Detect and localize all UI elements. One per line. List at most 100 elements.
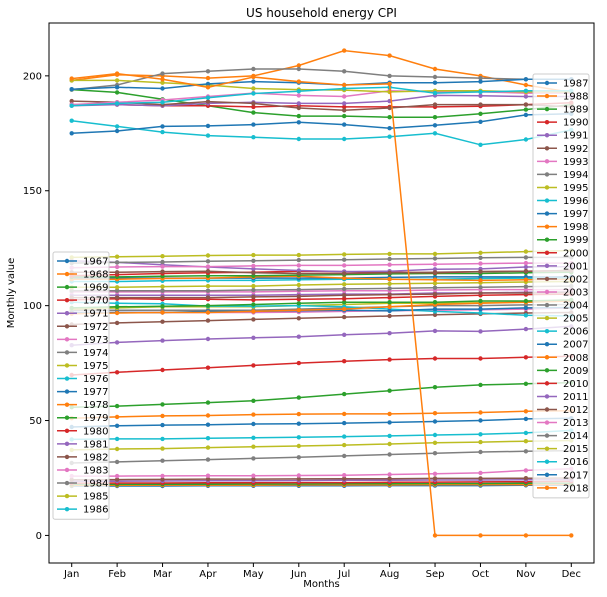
data-point — [387, 115, 392, 120]
data-point — [387, 126, 392, 131]
legend-label: 1998 — [563, 222, 588, 233]
data-point — [160, 319, 165, 324]
series-line — [71, 291, 572, 299]
data-point — [387, 331, 392, 336]
data-point — [205, 85, 211, 90]
data-point — [251, 74, 256, 80]
data-point — [296, 252, 301, 258]
series-line — [71, 355, 572, 376]
legend-label: 2014 — [563, 431, 588, 442]
legend-label: 1976 — [83, 374, 108, 385]
data-point — [296, 316, 301, 321]
data-point — [251, 476, 256, 482]
data-point — [114, 101, 120, 106]
legend-entry: 1975 — [57, 361, 108, 372]
data-point — [387, 472, 392, 477]
data-point — [387, 388, 392, 393]
legend-entry: 2018 — [537, 483, 588, 494]
x-tick-label: May — [243, 569, 264, 580]
series-line — [71, 100, 572, 112]
legend-entry: 2010 — [537, 379, 588, 390]
data-point — [387, 281, 392, 286]
legend-entry: 1991 — [537, 131, 588, 142]
legend-entry: 2016 — [537, 457, 588, 468]
chart-title: US household energy CPI — [246, 6, 397, 20]
data-point — [160, 100, 165, 105]
legend-label: 1969 — [83, 283, 108, 294]
data-point — [160, 446, 165, 451]
data-point — [114, 288, 120, 293]
data-point — [342, 257, 347, 262]
data-point — [251, 86, 256, 91]
series-line — [71, 277, 572, 283]
series-line — [71, 300, 572, 315]
legend-entry: 1969 — [57, 283, 108, 294]
series-1994 — [69, 283, 574, 293]
legend-label: 2008 — [563, 353, 588, 364]
data-point — [342, 300, 347, 305]
data-point — [296, 411, 301, 417]
y-tick-label: 0 — [36, 531, 42, 542]
data-point — [296, 287, 301, 292]
data-point — [296, 257, 301, 263]
series-line — [71, 483, 572, 487]
data-point — [251, 283, 256, 289]
data-point — [432, 328, 438, 334]
data-point — [523, 449, 529, 454]
series-line — [71, 449, 572, 464]
x-axis: Jan Feb Mar Apr May Jun Jul Aug Sep Oct Nov Dec — [63, 563, 581, 580]
data-point — [523, 468, 529, 473]
x-tick-label: Jan — [63, 569, 79, 580]
data-point — [432, 291, 438, 297]
x-tick-label: Apr — [199, 569, 217, 580]
data-point — [205, 259, 211, 264]
data-point — [478, 278, 483, 283]
data-point — [387, 300, 392, 305]
legend-entry: 1996 — [537, 196, 588, 207]
data-point — [523, 416, 529, 422]
data-point — [114, 446, 120, 452]
data-point — [251, 294, 256, 300]
legend-label: 2017 — [563, 470, 588, 481]
data-point — [205, 69, 211, 74]
data-point — [432, 533, 438, 538]
data-point — [205, 310, 211, 315]
data-point — [251, 412, 256, 417]
y-axis: 0 50 100 150 200 — [23, 71, 49, 542]
legend-label: 2018 — [563, 483, 588, 494]
data-point — [205, 365, 211, 370]
data-point — [523, 409, 529, 414]
data-point — [523, 94, 529, 99]
data-point — [432, 74, 438, 80]
legend-label: 1985 — [83, 492, 108, 503]
series-line — [71, 88, 572, 118]
series-1980 — [69, 354, 574, 378]
data-point — [251, 122, 256, 127]
legend-label: 1981 — [83, 439, 108, 450]
y-axis-label: Monthly value — [6, 258, 17, 329]
data-point — [160, 86, 165, 91]
series-line — [71, 439, 572, 451]
data-point — [251, 398, 256, 403]
series-1978 — [69, 408, 574, 421]
data-point — [296, 79, 301, 84]
series-1981 — [69, 324, 574, 348]
legend-entry: 1993 — [537, 157, 588, 168]
data-point — [296, 263, 301, 268]
data-point — [205, 476, 211, 482]
data-point — [387, 262, 392, 267]
legend-entry: 2002 — [537, 274, 588, 285]
data-point — [205, 445, 211, 450]
data-point — [342, 420, 347, 426]
series-line — [71, 299, 572, 309]
data-point — [296, 476, 301, 482]
y-tick-label: 50 — [29, 416, 42, 427]
legend-label: 1995 — [563, 183, 588, 194]
data-point — [432, 131, 438, 136]
data-point — [478, 274, 483, 280]
data-point — [205, 400, 211, 405]
series-2007 — [69, 111, 574, 136]
data-point — [296, 294, 301, 299]
data-point — [205, 303, 211, 308]
data-point — [342, 476, 347, 481]
